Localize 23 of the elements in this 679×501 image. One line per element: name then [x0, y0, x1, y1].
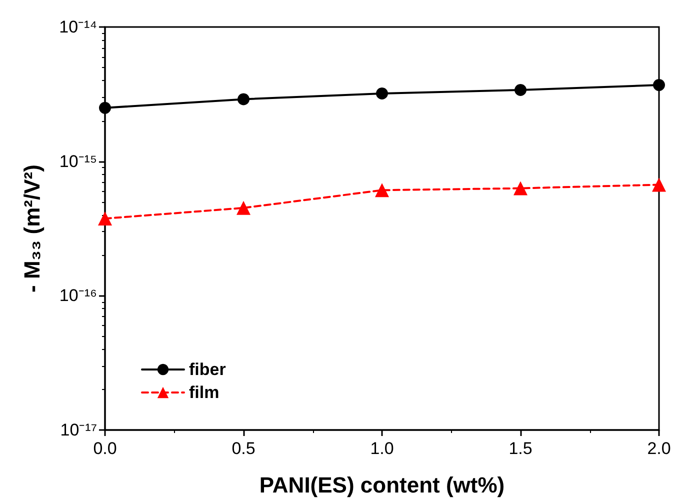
point — [99, 102, 111, 114]
x-tick-label: 2.0 — [647, 439, 671, 458]
point — [514, 84, 526, 96]
x-tick-label: 0.5 — [232, 439, 256, 458]
y-axis-title: - M₃₃ (m²/V²) — [20, 164, 44, 292]
point — [376, 87, 388, 100]
point — [238, 93, 250, 106]
y-tick-label: 10⁻¹⁶ — [59, 286, 97, 306]
legend-label: film — [189, 383, 220, 402]
x-tick-label: 1.0 — [370, 439, 394, 458]
y-tick-label: 10⁻¹⁵ — [59, 152, 97, 171]
legend-label: fiber — [189, 360, 226, 379]
point — [514, 181, 528, 196]
x-axis-title: PANI(ES) content (wt%) — [259, 472, 505, 498]
x-tick-label: 1.5 — [508, 439, 532, 458]
y-tick-label: 10⁻¹⁴ — [59, 18, 97, 36]
point — [375, 183, 389, 198]
point — [98, 212, 112, 226]
x-tick-label: 0.0 — [93, 439, 117, 458]
point — [236, 200, 250, 215]
point — [653, 79, 665, 91]
y-tick-label: 10⁻¹⁷ — [60, 420, 97, 440]
point — [652, 178, 666, 192]
